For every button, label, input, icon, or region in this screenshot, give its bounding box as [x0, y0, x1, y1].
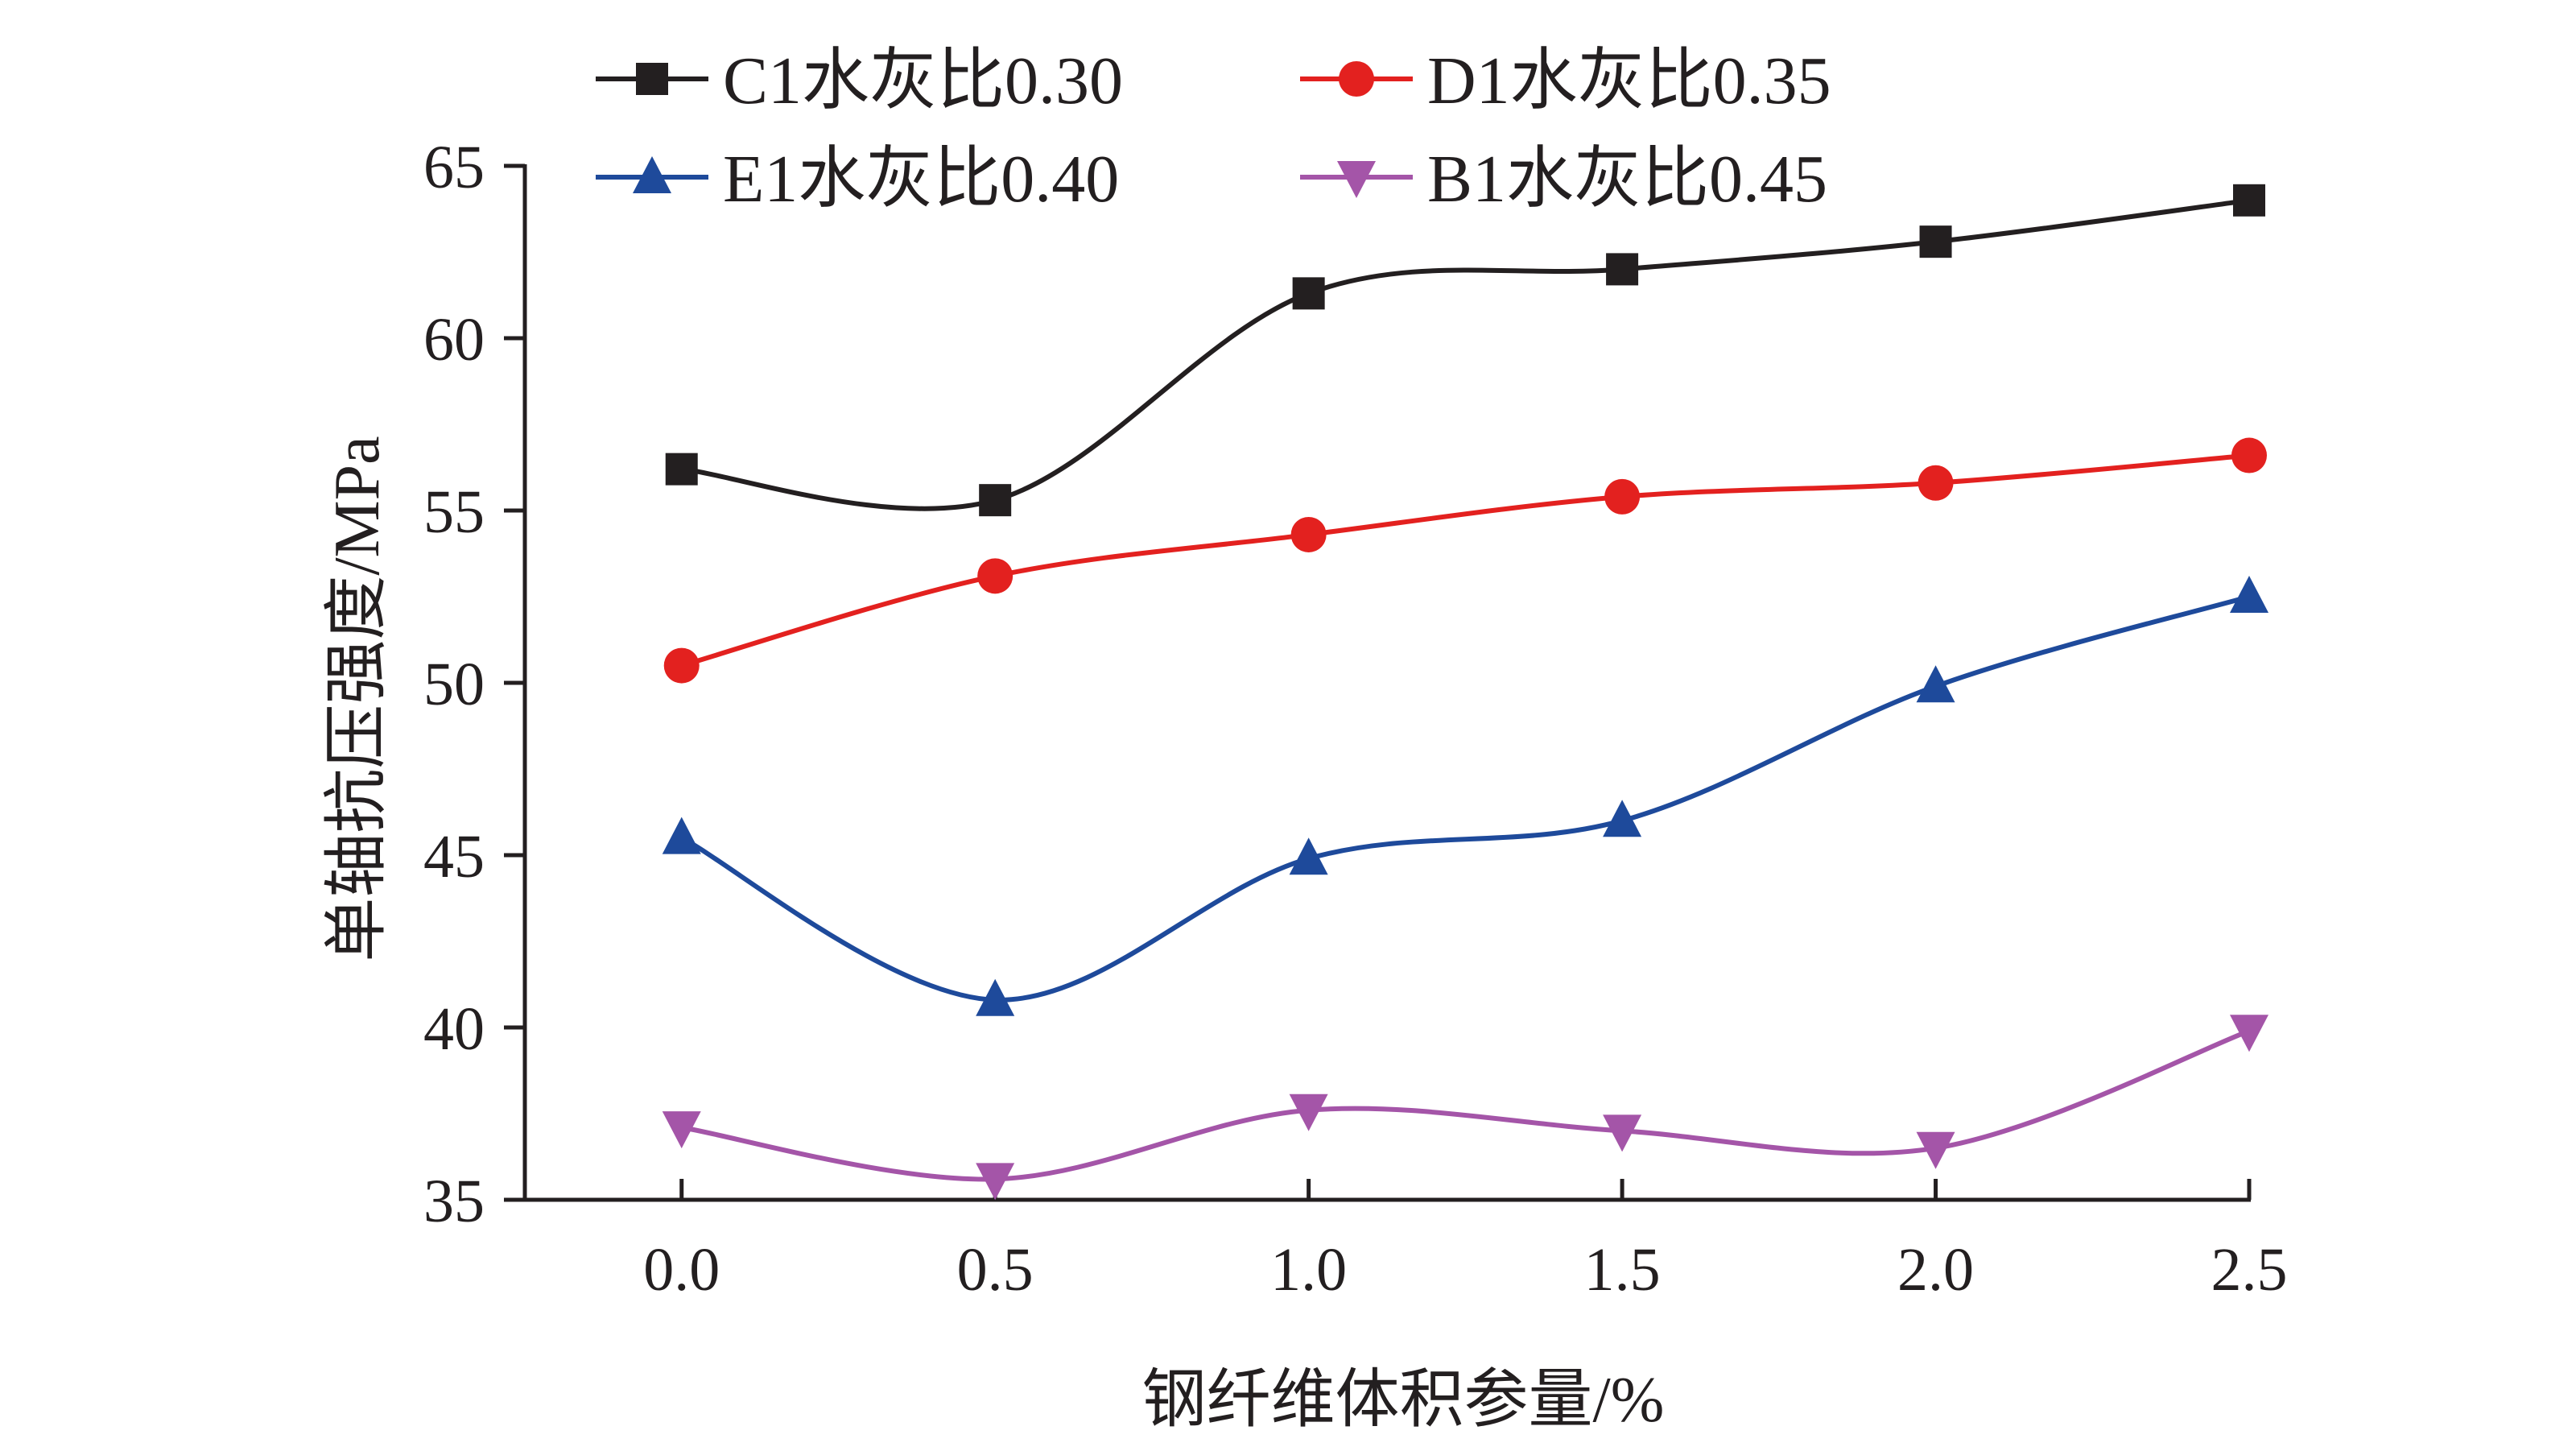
data-point — [1916, 1131, 1955, 1169]
data-point — [1603, 800, 1642, 837]
data-point — [1916, 665, 1955, 703]
legend-label: E1水灰比0.40 — [723, 142, 1119, 217]
y-tick-label: 50 — [423, 651, 485, 718]
legend-label: C1水灰比0.30 — [723, 43, 1123, 118]
data-point — [1918, 465, 1954, 501]
legend-label: B1水灰比0.45 — [1427, 142, 1827, 217]
data-point — [2230, 576, 2268, 613]
x-tick-label: 0.5 — [957, 1236, 1034, 1304]
data-point — [1919, 225, 1952, 258]
legend-marker — [1337, 161, 1376, 198]
data-point — [2230, 1015, 2268, 1052]
y-tick-label: 60 — [423, 306, 485, 374]
data-point — [2233, 184, 2265, 217]
legend-marker — [633, 156, 671, 193]
legend-marker — [1339, 61, 1374, 97]
x-axis: 0.0 0.5 1.0 1.5 2.0 2.5 — [643, 1179, 2288, 1304]
data-point — [665, 453, 698, 486]
data-point — [976, 1163, 1015, 1201]
data-point — [1289, 1094, 1328, 1131]
series-layer — [662, 184, 2268, 1201]
y-axis: 35 40 45 50 55 60 65 — [423, 134, 525, 1235]
series-line — [679, 594, 2252, 1003]
plot-area — [522, 164, 2251, 1202]
series-3 — [662, 576, 2268, 1016]
data-point — [1292, 277, 1325, 310]
series-1 — [665, 184, 2265, 517]
y-tick-label: 55 — [423, 478, 485, 546]
x-tick-label: 0.0 — [643, 1236, 720, 1304]
series-2 — [663, 437, 2267, 684]
data-point — [663, 647, 700, 684]
x-tick-label: 2.5 — [2211, 1236, 2288, 1304]
legend-entry: B1水灰比0.45 — [1300, 142, 1827, 217]
x-tick-label: 2.0 — [1897, 1236, 1974, 1304]
data-point — [1603, 1114, 1642, 1152]
legend-label: D1水灰比0.35 — [1427, 43, 1831, 118]
series-line — [679, 1028, 2252, 1182]
series-4 — [662, 1015, 2268, 1201]
y-tick-label: 35 — [423, 1168, 485, 1235]
y-tick-label: 65 — [423, 134, 485, 201]
y-axis-title: 单轴抗压强度/MPa — [322, 436, 393, 961]
legend-entry: D1水灰比0.35 — [1300, 43, 1831, 118]
data-point — [1604, 478, 1641, 515]
data-point — [662, 817, 701, 854]
legend: C1水灰比0.30 D1水灰比0.35 E1水灰比0.40 B1水灰比0.45 — [596, 43, 1831, 217]
data-point — [1606, 253, 1639, 286]
data-point — [976, 978, 1015, 1016]
legend-marker — [636, 63, 668, 95]
data-point — [977, 558, 1013, 594]
x-tick-label: 1.5 — [1584, 1236, 1661, 1304]
series-line — [679, 197, 2252, 511]
y-tick-label: 40 — [423, 995, 485, 1063]
y-tick-label: 45 — [423, 823, 485, 891]
series-line — [679, 453, 2252, 668]
data-point — [1290, 516, 1327, 552]
data-point — [2231, 437, 2267, 473]
data-point — [1289, 837, 1328, 875]
x-tick-label: 1.0 — [1270, 1236, 1347, 1304]
data-point — [662, 1111, 701, 1149]
x-axis-title: 钢纤维体积参量/% — [1142, 1365, 1665, 1436]
legend-entry: E1水灰比0.40 — [596, 142, 1119, 217]
data-point — [979, 484, 1012, 517]
legend-entry: C1水灰比0.30 — [596, 43, 1123, 118]
